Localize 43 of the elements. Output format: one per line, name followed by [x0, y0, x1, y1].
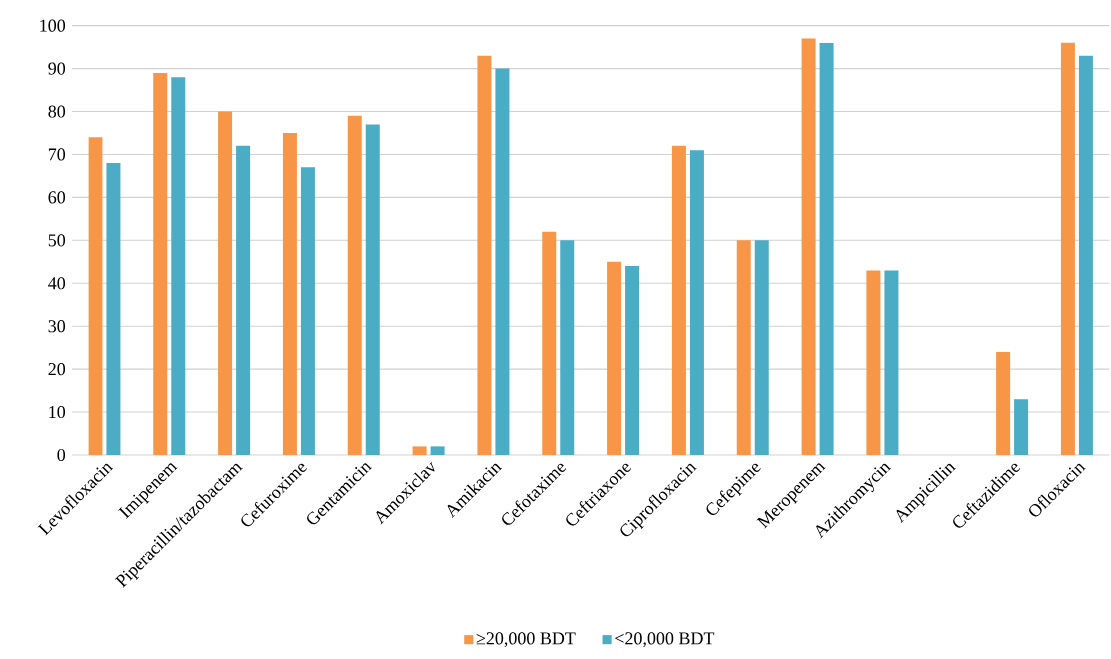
bar: [671, 145, 686, 455]
y-tick-label: 80: [48, 105, 66, 118]
bar: [996, 351, 1011, 455]
bar: [153, 72, 168, 455]
bar: [412, 446, 427, 455]
bar: [1078, 55, 1093, 455]
bar: [236, 145, 251, 455]
bar: [754, 240, 769, 455]
y-tick-label: 0: [57, 448, 66, 462]
y-tick-label: 30: [48, 320, 66, 333]
bar: [884, 270, 899, 455]
y-tick-label: 100: [40, 19, 66, 32]
bar: [365, 124, 380, 455]
bar: [801, 38, 816, 455]
bar: [736, 240, 751, 455]
bar: [542, 231, 557, 455]
y-tick-label: 40: [48, 277, 66, 290]
bar: [347, 115, 362, 455]
y-tick-label: 20: [48, 363, 66, 376]
y-tick-label: 60: [48, 191, 66, 204]
bar: [430, 446, 445, 455]
legend-label: <20,000 BDT: [615, 632, 715, 648]
y-tick-label: 90: [48, 62, 66, 75]
y-tick-label: 10: [49, 405, 66, 419]
bar: [625, 266, 640, 455]
y-tick-label: 50: [48, 234, 66, 247]
y-tick-label: 70: [48, 148, 66, 161]
legend-label: ≥20,000 BDT: [476, 632, 576, 648]
bar: [607, 261, 622, 455]
bar: [88, 137, 103, 455]
bar: [819, 42, 834, 455]
bar: [282, 132, 297, 455]
bar: [495, 68, 510, 455]
bar: [1060, 42, 1075, 455]
bar: [300, 167, 315, 455]
bar: [866, 270, 881, 455]
bar: [1014, 399, 1029, 455]
bar: [560, 240, 575, 455]
bar: [171, 77, 186, 455]
bar: [477, 55, 492, 455]
bar: [689, 150, 704, 455]
bar: [218, 111, 233, 455]
bar: [106, 163, 121, 455]
